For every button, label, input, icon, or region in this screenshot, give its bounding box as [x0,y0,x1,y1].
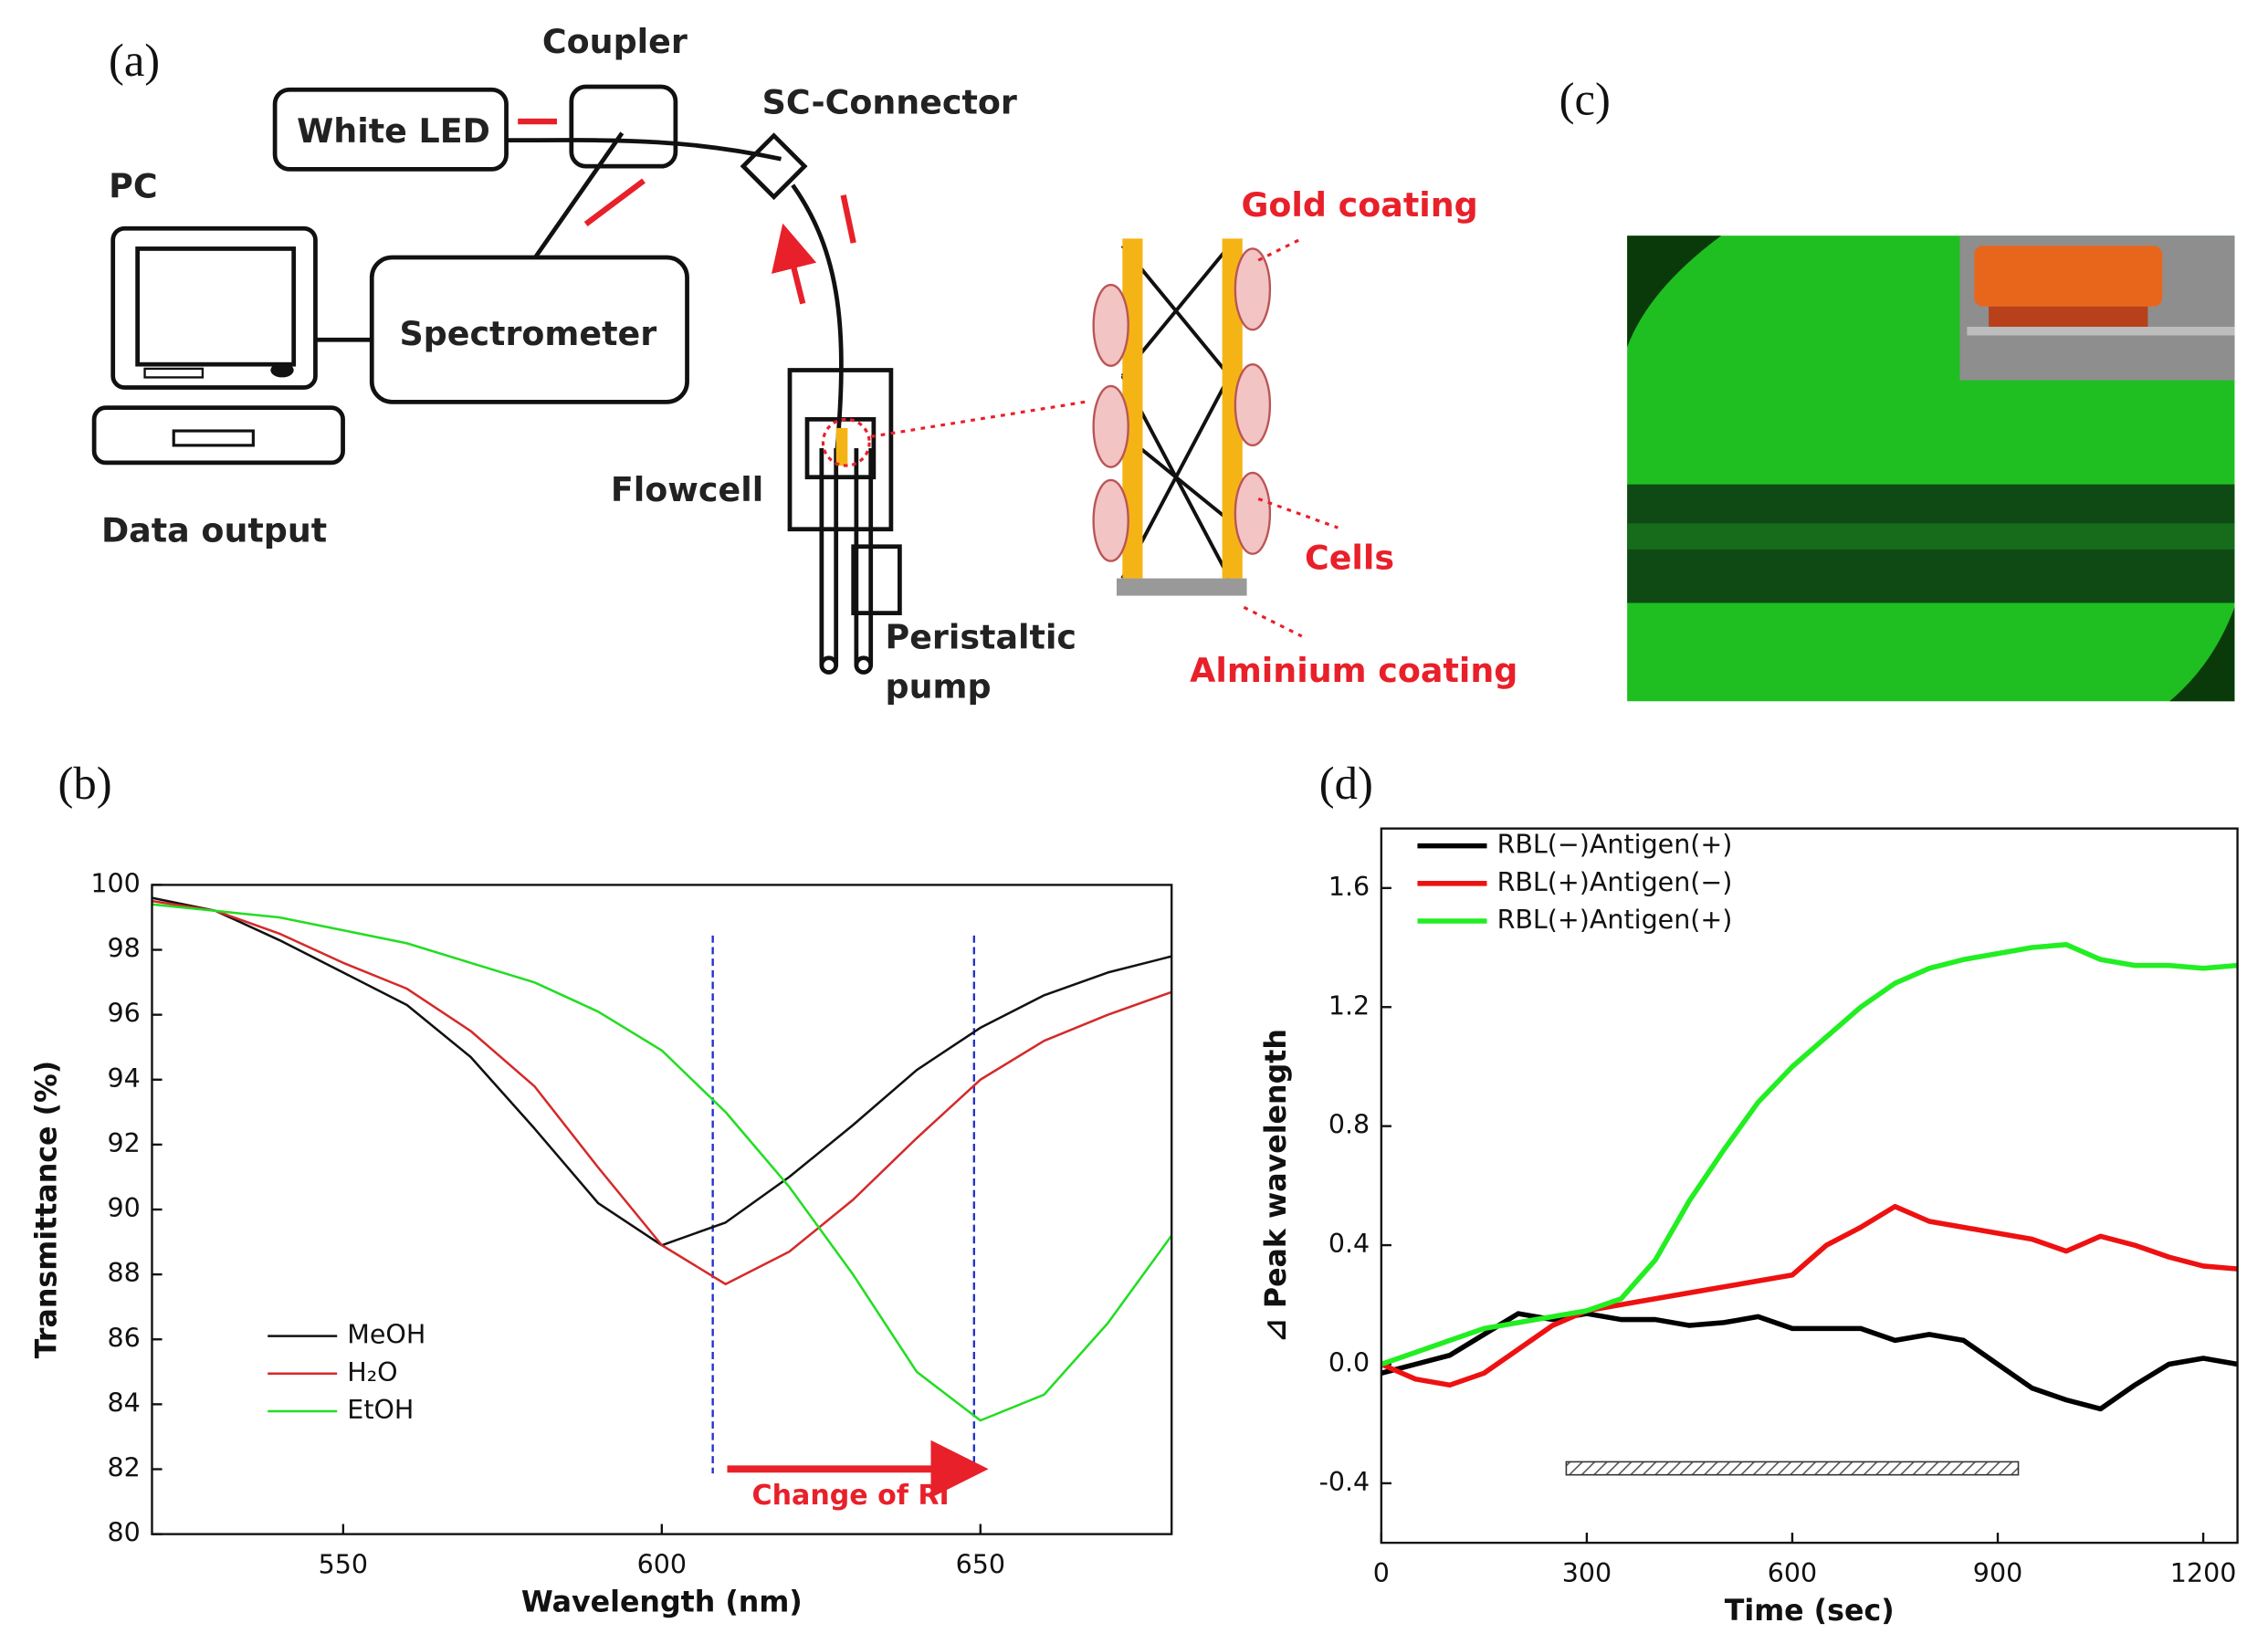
label: Alminium coating [1190,651,1517,690]
x-tick-label: 0 [1373,1558,1390,1588]
label: Spectrometer [399,314,656,353]
legend-label: RBL(+)Antigen(+) [1497,905,1733,935]
label: Cells [1305,539,1394,578]
y-tick-label: 0.4 [1328,1229,1370,1259]
y-tick-label: -0.4 [1319,1467,1370,1497]
y-tick-label: 88 [108,1258,141,1288]
label: PC [109,166,157,205]
panel-label: (d) [1319,758,1373,809]
legend-label: MeOH [347,1320,425,1350]
y-tick-label: 0.0 [1328,1347,1370,1377]
panel-label: (a) [109,35,160,86]
legend-label: RBL(−)Antigen(+) [1497,830,1733,860]
label: Peristaltic [886,618,1076,657]
y-tick-label: 1.6 [1328,872,1370,902]
label: pump [886,666,992,706]
label: Data output [101,510,327,550]
y-tick-label: 0.8 [1328,1110,1370,1140]
y-tick-label: 84 [108,1387,141,1418]
y-tick-label: 1.2 [1328,990,1370,1021]
diagram-details [143,118,1339,638]
y-tick-label: 92 [108,1128,141,1158]
y-tick-label: 80 [108,1518,141,1548]
x-tick-label: 900 [1973,1558,2022,1588]
series-line [152,903,1173,1422]
label: SC-Connector [762,83,1017,122]
series-line [152,896,1172,1247]
x-tick-label: 1200 [2170,1558,2237,1588]
series-line [1380,1203,2238,1388]
y-axis-label: Transmittance (%) [30,1061,63,1358]
x-tick-label: 550 [319,1549,368,1579]
y-tick-label: 100 [90,868,140,898]
legend-label: EtOH [347,1395,414,1425]
diagram [91,84,1232,675]
micrograph [1627,236,2235,702]
x-tick-label: 650 [956,1549,1005,1579]
y-tick-label: 82 [108,1452,141,1482]
y-tick-label: 98 [108,934,141,964]
x-tick-label: 300 [1562,1558,1612,1588]
legend-label: RBL(+)Antigen(−) [1497,867,1733,897]
series-line [152,899,1172,1286]
y-tick-label: 96 [108,999,141,1029]
panel-label: (b) [58,758,112,809]
y-tick-label: 86 [108,1323,141,1353]
y-tick-label: 94 [108,1063,141,1094]
series-line [1381,1311,2239,1412]
plot-frame [151,884,1173,1535]
series-line [1380,942,2238,1367]
y-axis-label: ⊿ Peak wavelength [1260,1029,1293,1343]
label: Gold coating [1241,185,1477,225]
label: White LED [297,111,490,151]
legend-label: H₂O [347,1357,397,1387]
interval-bar [1565,1461,2020,1476]
x-tick-label: 600 [1768,1558,1817,1588]
label: Coupler [542,22,688,61]
x-tick-label: 600 [637,1549,687,1579]
label: Flowcell [611,470,763,509]
plot-frame [1380,827,2239,1545]
annotation: Change of RI [752,1480,950,1512]
panel-label: (c) [1559,74,1611,125]
y-tick-label: 90 [108,1193,141,1223]
x-axis-label: Time (sec) [1725,1595,1895,1628]
x-axis-label: Wavelength (nm) [521,1586,803,1619]
